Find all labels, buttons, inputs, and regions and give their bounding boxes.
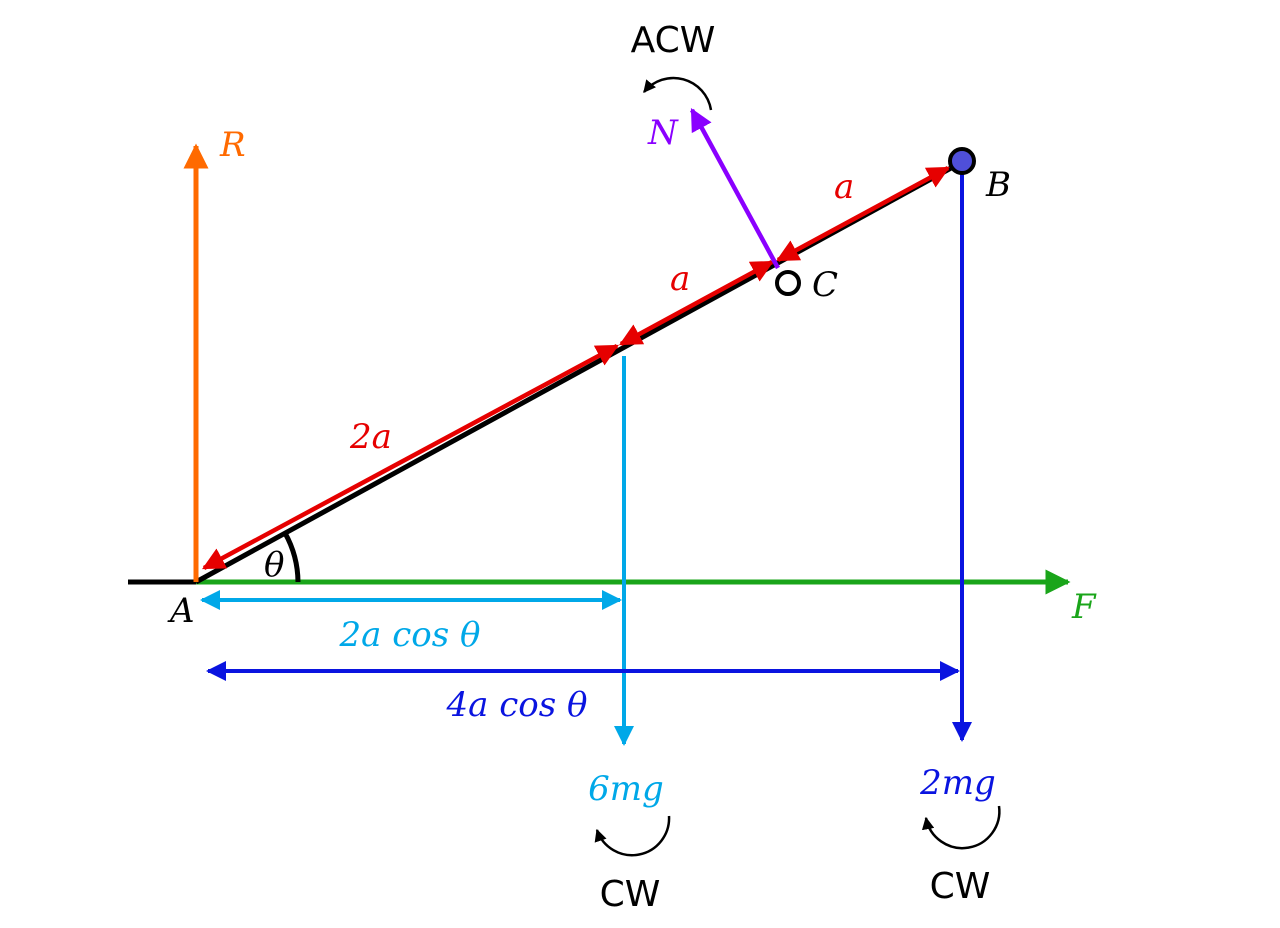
label-length-a-upper: a xyxy=(834,167,854,207)
angle-theta-arc xyxy=(282,531,301,583)
length-a-upper-arrow xyxy=(776,166,950,262)
force-N-arrow xyxy=(690,108,780,270)
label-A: A xyxy=(167,591,195,631)
label-C: C xyxy=(812,265,838,305)
moment-cw-6mg-arrow-icon xyxy=(594,815,671,857)
label-moment-cw-6mg: CW xyxy=(600,874,661,915)
label-B: B xyxy=(985,165,1011,205)
label-moment-cw-2mg: CW xyxy=(930,866,991,907)
particle-B xyxy=(948,147,976,175)
label-distance-4acos: 4a cos θ xyxy=(446,685,588,725)
length-2a-arrow xyxy=(202,344,619,570)
label-length-2a: 2a xyxy=(349,417,392,457)
moment-acw-arrow-icon xyxy=(643,76,713,111)
label-length-a-middle: a xyxy=(670,259,690,299)
label-F: F xyxy=(1071,587,1097,627)
peg-C xyxy=(775,270,801,296)
length-a-middle-arrow xyxy=(619,260,774,346)
label-R: R xyxy=(219,125,246,165)
label-moment-acw: ACW xyxy=(631,20,716,61)
label-distance-2acos: 2a cos θ xyxy=(339,615,481,655)
label-theta: θ xyxy=(264,545,284,585)
label-weight-2mg: 2mg xyxy=(919,763,996,803)
moment-cw-2mg-arrow-icon xyxy=(921,805,1001,850)
label-weight-6mg: 6mg xyxy=(588,769,664,809)
label-N: N xyxy=(647,113,679,153)
